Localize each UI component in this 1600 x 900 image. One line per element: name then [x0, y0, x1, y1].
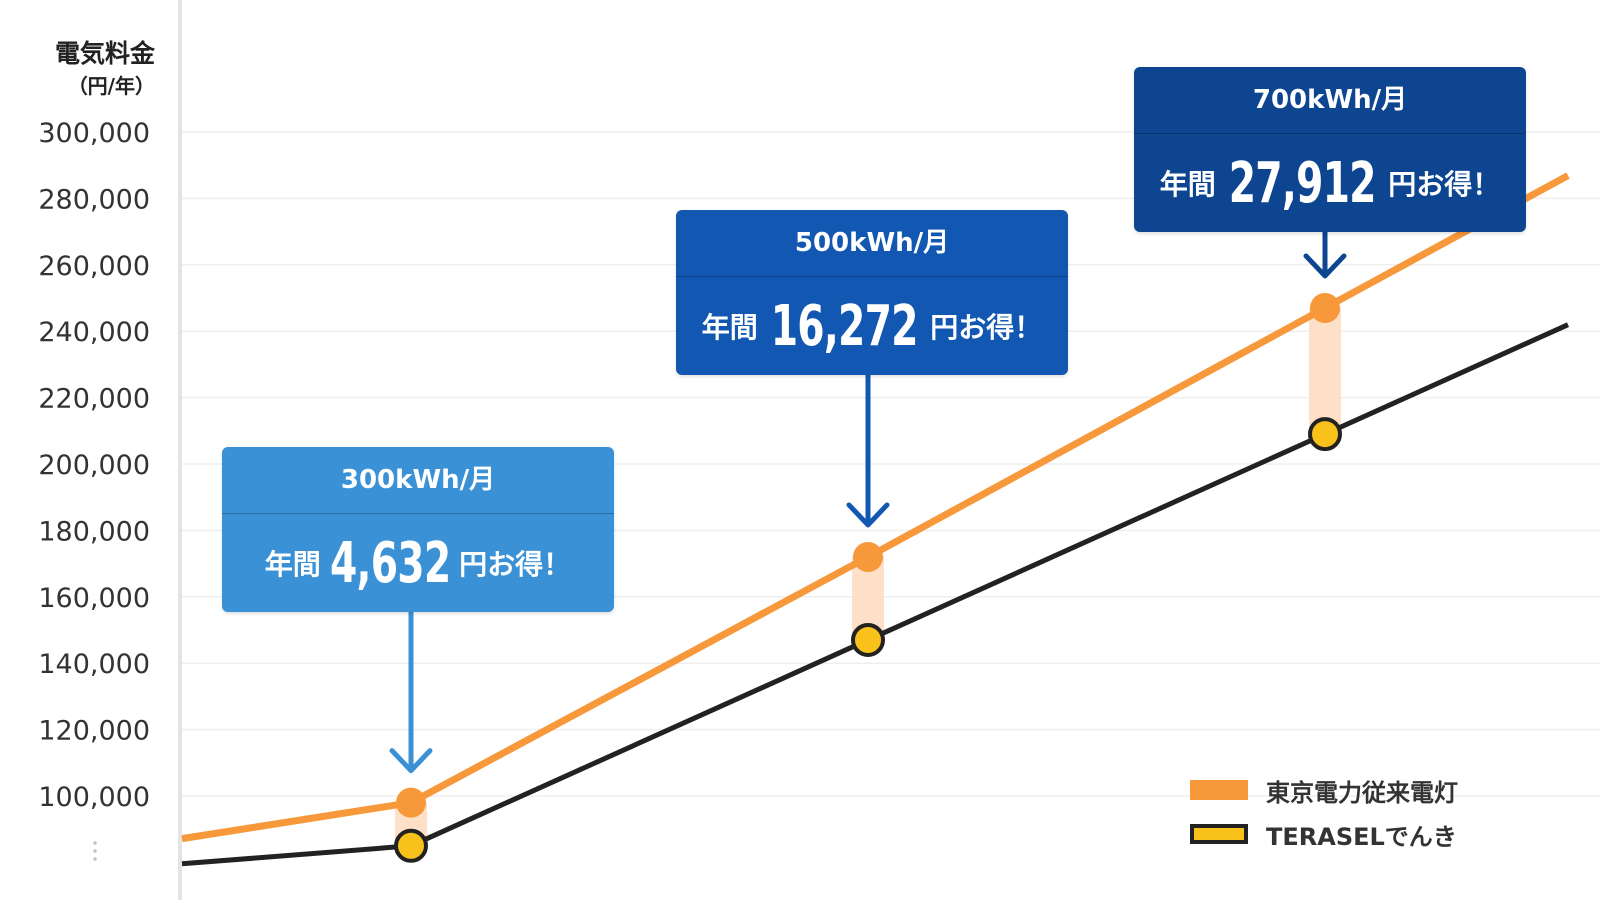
y-tick-label: 300,000: [38, 118, 150, 149]
y-tick-label: 220,000: [38, 384, 150, 415]
callout-usage-label: 300kWh/月: [222, 447, 614, 514]
axis-break-dot: [93, 841, 97, 845]
y-tick-label: 180,000: [38, 516, 150, 547]
callout-usage-label: 700kWh/月: [1134, 67, 1526, 134]
y-tick-label: 200,000: [38, 450, 150, 481]
callout-arrow-head: [1303, 253, 1347, 279]
y-tick-label: 160,000: [38, 583, 150, 614]
legend-label: 東京電力従来電灯: [1266, 778, 1458, 807]
difference-bar: [1309, 307, 1341, 435]
point-terasel: [851, 622, 885, 657]
point-tepco: [1310, 292, 1340, 323]
callout-suffix: 円お得！: [930, 311, 1043, 344]
callout-prefix: 年間: [264, 548, 321, 581]
point-terasel: [394, 828, 428, 863]
callout-arrow-head: [389, 748, 433, 774]
callout-usage-label: 500kWh/月: [676, 210, 1068, 277]
callout-700kwh: 700kWh/月 年間 27,912 円お得！: [1134, 67, 1526, 232]
y-axis-unit: （円/年）: [67, 74, 155, 98]
legend-item-tepco: 東京電力従来電灯: [1190, 768, 1458, 812]
y-axis-title: 電気料金: [54, 39, 155, 68]
callout-suffix: 円お得！: [459, 548, 572, 581]
y-tick-label: 280,000: [38, 184, 150, 215]
callout-500kwh: 500kWh/月 年間 16,272 円お得！: [676, 210, 1068, 375]
callout-savings-amount: 16,272: [770, 293, 919, 359]
point-tepco: [853, 541, 883, 572]
legend-item-terasel: TERASELでんき: [1190, 812, 1458, 856]
callout-suffix: 円お得！: [1388, 168, 1501, 201]
callout-arrow-head: [846, 502, 890, 528]
y-tick-label: 140,000: [38, 649, 150, 680]
point-terasel: [1308, 417, 1342, 452]
callout-prefix: 年間: [1159, 168, 1216, 201]
callout-300kwh: 300kWh/月 年間 4,632 円お得！: [222, 447, 614, 612]
y-tick-label: 240,000: [38, 317, 150, 348]
legend-swatch-yellow: [1190, 824, 1248, 844]
callout-savings-amount: 4,632: [329, 530, 451, 596]
y-tick-label: 120,000: [38, 716, 150, 747]
legend: 東京電力従来電灯 TERASELでんき: [1190, 768, 1458, 856]
axis-break-dot: [93, 857, 97, 861]
y-tick-label: 260,000: [38, 251, 150, 282]
legend-swatch-orange: [1190, 780, 1248, 800]
callout-savings-amount: 27,912: [1228, 150, 1377, 216]
callout-prefix: 年間: [701, 311, 758, 344]
point-tepco: [396, 787, 426, 818]
legend-label: TERASELでんき: [1266, 822, 1457, 851]
axis-break-dot: [93, 849, 97, 853]
y-tick-label: 100,000: [38, 782, 150, 813]
